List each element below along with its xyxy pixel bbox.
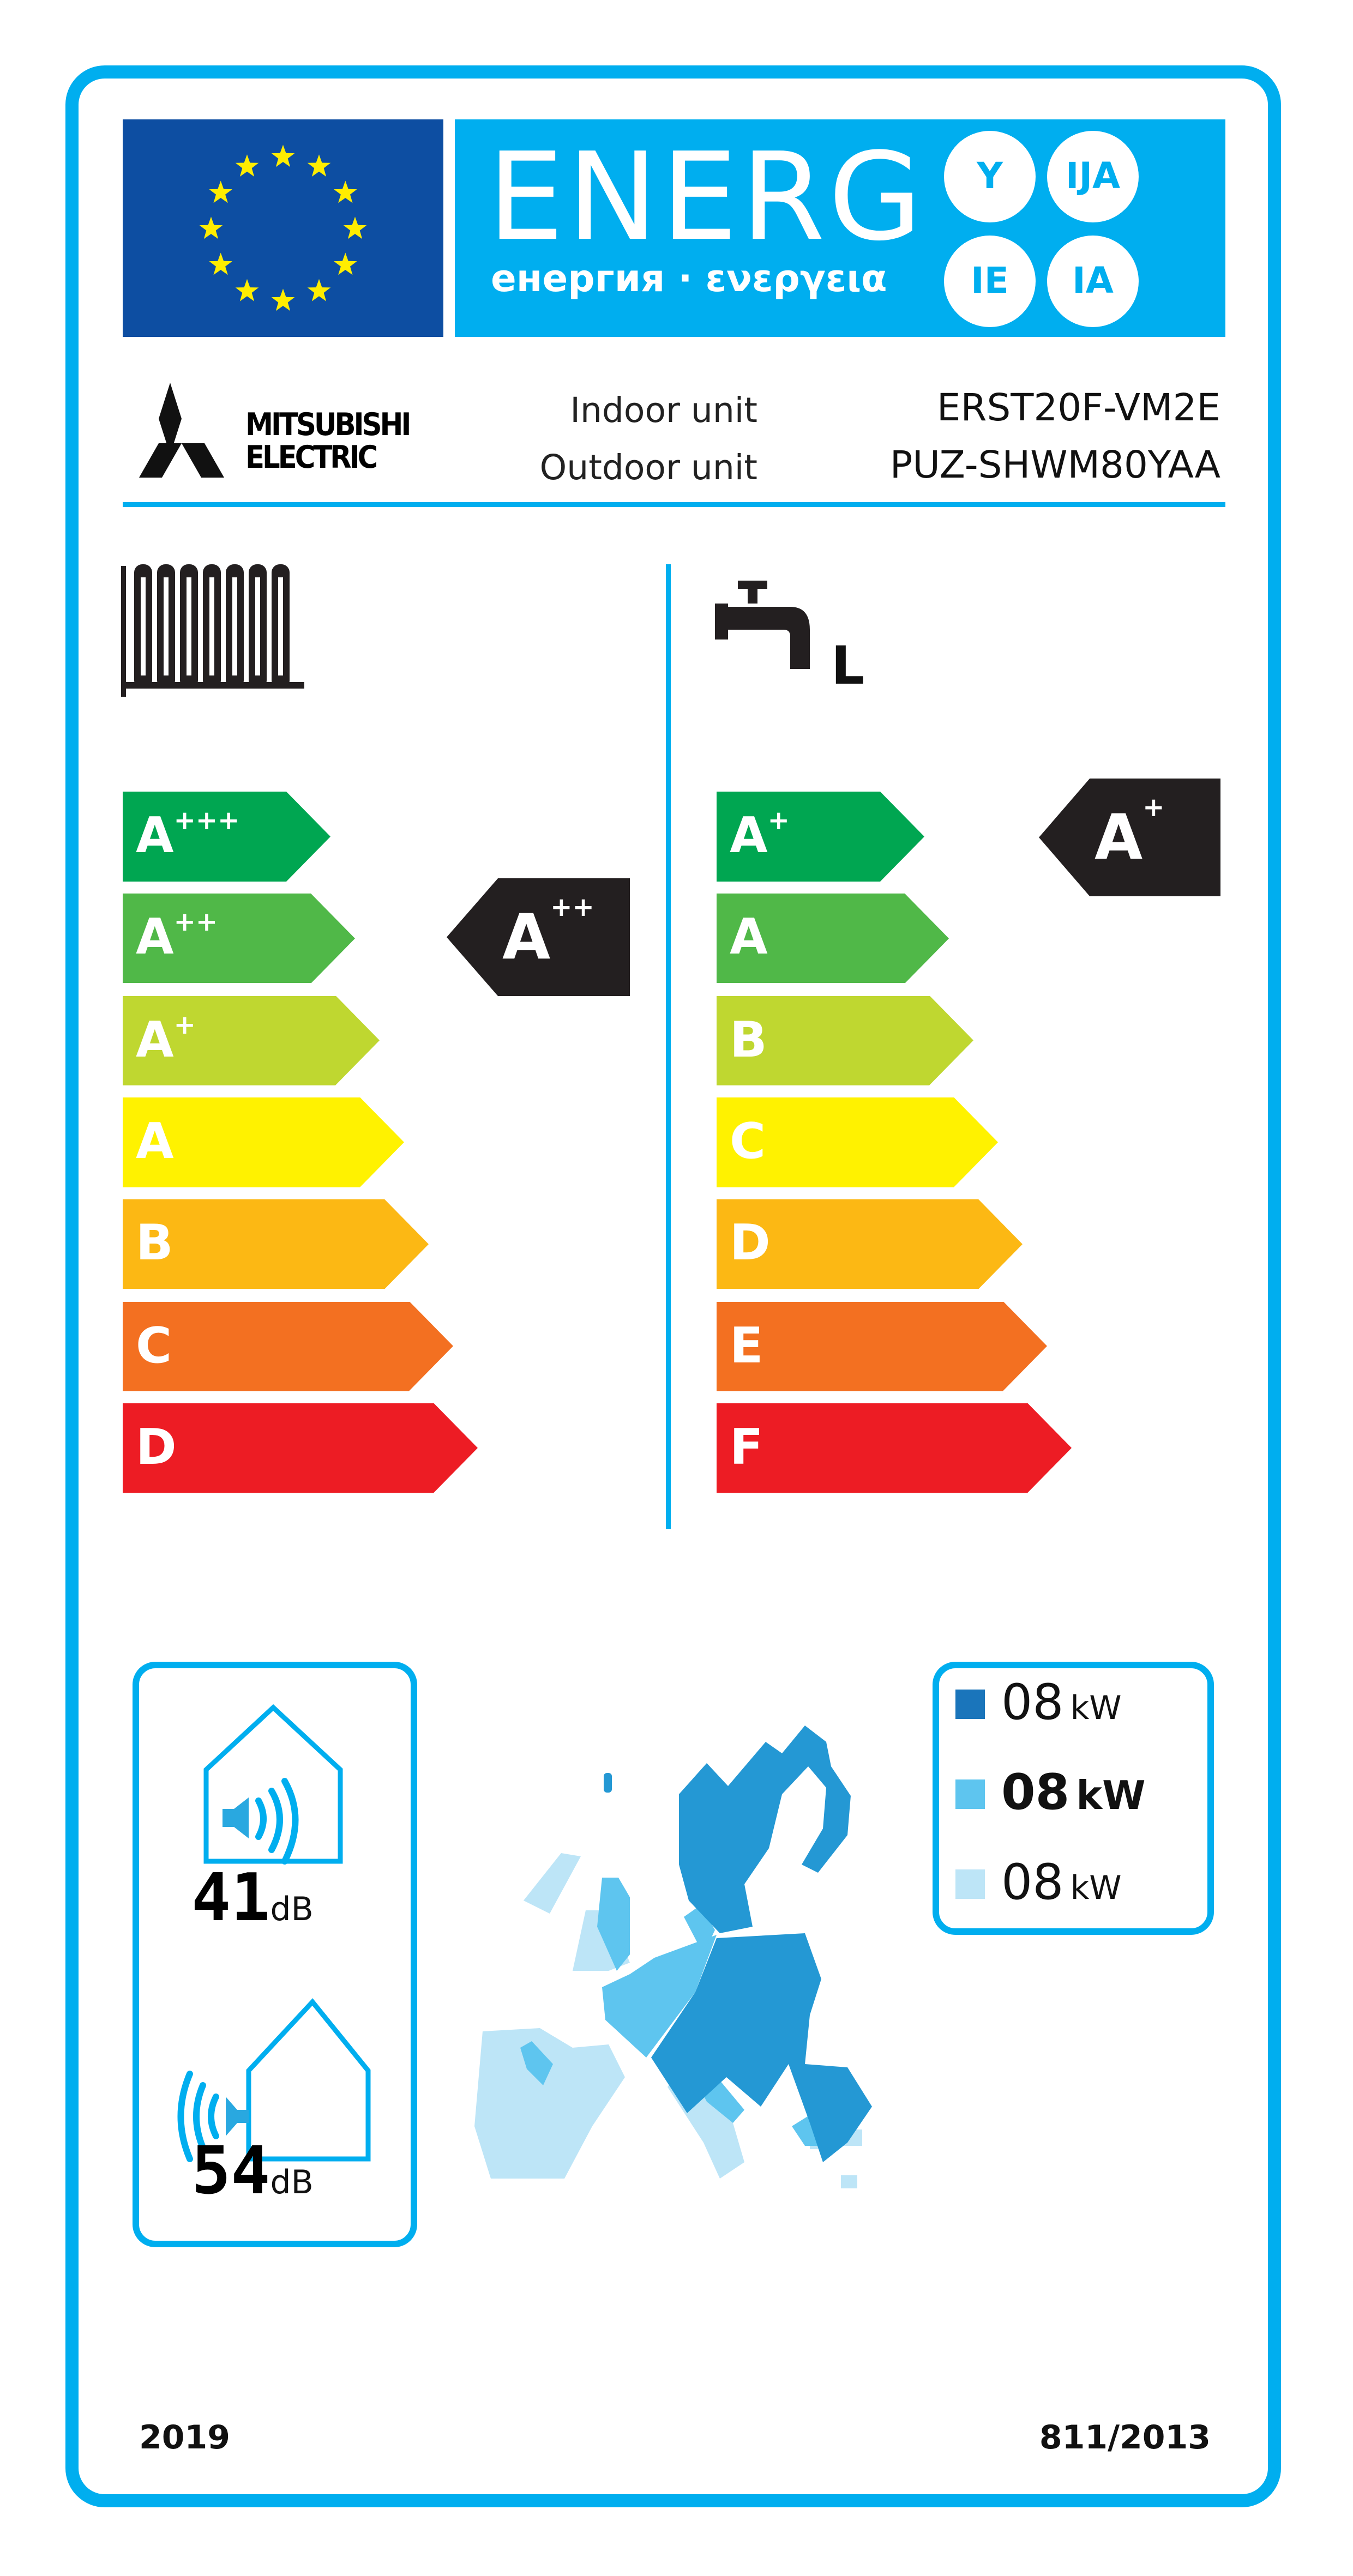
class-letter: A <box>730 909 768 967</box>
outdoor-sound-house-icon <box>177 1998 371 2162</box>
class-letter: C <box>136 1317 172 1375</box>
class-letter: C <box>730 1113 766 1171</box>
class-plus: ++ <box>173 906 218 938</box>
star-icon <box>235 279 259 301</box>
heat-output-value: 08 <box>1001 1765 1070 1822</box>
climate-zone-swatch <box>955 1868 985 1898</box>
class-letter: B <box>730 1011 767 1069</box>
class-letter: A <box>136 808 174 865</box>
rating-letter: A <box>1095 801 1143 873</box>
class-letter: A <box>136 1113 174 1171</box>
heat-output-row: 08 kW <box>955 1675 1122 1732</box>
energy-class-bar: A+ <box>717 792 924 882</box>
tap-icon <box>715 581 810 669</box>
rating-letter: A <box>502 901 551 973</box>
class-letter: D <box>730 1215 771 1273</box>
heat-output-row: 08 kW <box>955 1855 1122 1912</box>
class-plus: + <box>767 805 790 836</box>
label-year: 2019 <box>139 2417 231 2457</box>
heat-output-value: 08 <box>1001 1675 1064 1732</box>
energy-class-bar: A <box>123 1097 404 1187</box>
energy-class-bar: E <box>717 1301 1047 1391</box>
brand-name: MITSUBISHI ELECTRIC <box>245 407 411 476</box>
class-letter: A <box>136 909 174 967</box>
class-letter: D <box>136 1419 177 1477</box>
energy-class-bar: A+ <box>123 995 380 1085</box>
outdoor-unit-label: Outdoor unit <box>539 448 757 487</box>
energy-class-bar: C <box>123 1301 453 1391</box>
load-profile: L <box>831 635 865 697</box>
brand-line2: ELECTRIC <box>245 440 378 476</box>
indoor-sound-house-icon <box>203 1704 343 1865</box>
energy-class-bar: F <box>717 1403 1072 1493</box>
brand-line1: MITSUBISHI <box>245 407 411 443</box>
class-letter: B <box>136 1215 173 1273</box>
climate-zone-swatch <box>955 1778 985 1808</box>
heat-output-unit: kW <box>1070 1688 1122 1727</box>
class-letter: F <box>730 1419 763 1477</box>
indoor-model: ERST20F-VM2E <box>936 388 1220 430</box>
eu-flag <box>123 119 443 337</box>
energy-class-bar: B <box>717 995 973 1085</box>
class-letter: A <box>730 808 768 865</box>
rating-plus: + <box>1142 792 1165 823</box>
energy-class-bar: A+++ <box>123 792 330 882</box>
energy-class-bar: D <box>123 1403 478 1493</box>
outdoor-noise-unit: dB <box>270 2162 314 2201</box>
star-icon <box>271 288 295 311</box>
star-icon <box>307 279 331 301</box>
language-badge: IA <box>1047 236 1139 327</box>
noise-box <box>133 1662 417 2247</box>
energy-class-bar: A++ <box>123 893 355 984</box>
rating-plus: ++ <box>550 891 594 922</box>
star-icon <box>271 144 295 167</box>
map-zone-cold <box>604 1726 872 2162</box>
outdoor-noise-value: 54 <box>191 2134 270 2210</box>
language-badge: Y <box>944 131 1036 222</box>
energy-word: ENERG <box>488 128 925 268</box>
outdoor-model: PUZ-SHWM80YAA <box>889 445 1220 487</box>
star-icon <box>334 252 357 275</box>
class-letter: E <box>730 1317 763 1375</box>
star-icon <box>209 180 232 203</box>
energy-subtitle: енергия · ενεργεια <box>491 258 887 301</box>
energy-class-bar: D <box>717 1199 1023 1289</box>
star-icon <box>235 154 259 177</box>
indoor-unit-label: Indoor unit <box>570 391 757 430</box>
eu-stars-icon <box>199 144 367 311</box>
label-frame <box>65 65 1281 2507</box>
star-icon <box>343 216 367 239</box>
climate-zone-swatch <box>955 1688 985 1718</box>
heat-output-unit: kW <box>1070 1868 1122 1907</box>
star-icon <box>199 216 223 239</box>
regulation-number: 811/2013 <box>1039 2417 1211 2457</box>
class-plus: +++ <box>173 805 240 836</box>
mitsubishi-logo-icon <box>139 383 224 478</box>
indoor-noise: 41dB <box>191 1861 314 1936</box>
indoor-noise-unit: dB <box>270 1889 314 1928</box>
heat-output-row: 08 kW <box>955 1765 1146 1822</box>
heat-output-unit: kW <box>1076 1773 1146 1819</box>
heat-output-box <box>933 1662 1214 1935</box>
section-divider <box>666 564 671 1529</box>
header-divider <box>123 502 1225 507</box>
language-badge: IJA <box>1047 131 1139 222</box>
heat-output-value: 08 <box>1001 1855 1064 1912</box>
language-badge: IE <box>944 236 1036 327</box>
star-icon <box>307 154 331 177</box>
class-plus: + <box>173 1008 196 1040</box>
indoor-noise-value: 41 <box>191 1861 270 1936</box>
energy-class-bar: C <box>717 1097 998 1187</box>
star-icon <box>209 252 232 275</box>
outdoor-noise: 54dB <box>191 2134 314 2210</box>
energy-class-bar: B <box>123 1199 429 1289</box>
energy-class-bar: A <box>717 893 949 984</box>
class-letter: A <box>136 1011 174 1069</box>
radiator-icon <box>121 564 304 697</box>
star-icon <box>334 180 357 203</box>
